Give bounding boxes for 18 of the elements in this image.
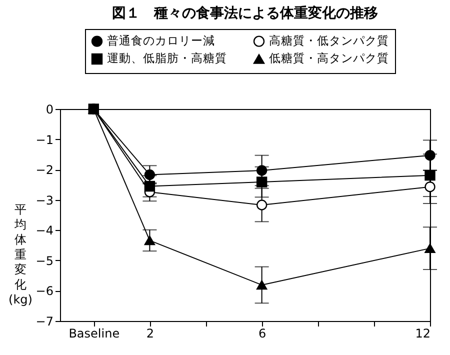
- x-tick-label: Baseline: [68, 326, 120, 340]
- x-tick-label: 6: [258, 326, 266, 340]
- y-tick-label: −6: [36, 284, 54, 298]
- legend-label: 普通食のカロリー減: [107, 33, 215, 48]
- legend-label: 運動、低脂肪・高糖質: [107, 51, 227, 65]
- x-tick-label: 2: [146, 326, 154, 340]
- y-tick-label: −3: [36, 193, 54, 208]
- y-tick-label: −5: [36, 254, 54, 268]
- legend-label: 低糖質・高タンパク質: [269, 51, 389, 65]
- x-tick-label: 12: [415, 326, 430, 340]
- chart-title: 図１ 種々の食事法による体重変化の推移: [112, 4, 378, 22]
- legend-label: 高糖質・低タンパク質: [269, 33, 389, 48]
- y-tick-label: −1: [36, 132, 54, 147]
- y-tick-label: −2: [36, 163, 54, 178]
- y-tick-label: −7: [36, 314, 54, 328]
- y-tick-label: −4: [36, 224, 54, 238]
- y-tick-label: 0: [46, 102, 54, 116]
- y-axis-title: 平均体重変化(kg): [8, 202, 32, 306]
